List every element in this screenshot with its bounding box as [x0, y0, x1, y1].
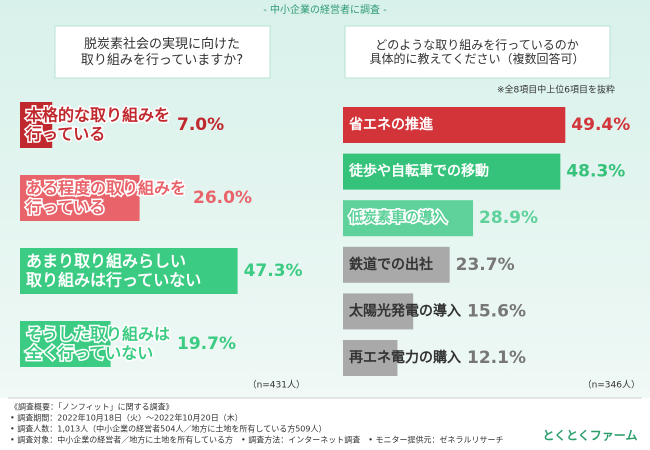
question-box — [54, 25, 271, 79]
footer-line: • 調査人数：1,013人（中小企業の経営者504人／地方に土地を所有している方… — [10, 424, 326, 434]
value-label: 19.7% — [177, 334, 236, 354]
footer: 《調査概要：「ノンフィット」に関する調査》• 調査期間：2022年10月18日（… — [10, 402, 504, 445]
bar — [343, 107, 566, 143]
bar — [20, 102, 53, 148]
category-label: 徒歩や自転車での移動 — [348, 163, 489, 180]
note: （n=346人） — [583, 380, 640, 391]
value-label: 12.1% — [467, 348, 526, 368]
category-label: 太陽光発電の導入 — [349, 302, 461, 319]
category-label: そうした取り組みは全く行っていない — [25, 324, 170, 362]
category-label: 省エネの推進 — [348, 116, 433, 133]
category-label: あまり取り組みらしい取り組みは行っていない — [26, 251, 201, 289]
bar — [343, 153, 561, 190]
value-label: 49.4% — [571, 115, 630, 135]
bar — [20, 248, 238, 294]
bar — [20, 321, 111, 367]
footer-line: • 調査対象：中小企業の経営者／地方に土地を所有している方 • 調査方法：インタ… — [10, 435, 504, 445]
chart-title: 脱炭素社会の実現に向けた取り組みを行っていますか? — [81, 36, 243, 68]
bar — [343, 340, 398, 376]
chart-title: どのような取り組みを行っているのか具体的に教えてください（複数回答可） — [369, 37, 584, 65]
category-label: 鉄道での出社 — [349, 256, 433, 273]
value-label: 15.6% — [467, 301, 526, 321]
value-label: 23.7% — [456, 255, 515, 275]
subtitle: ※全8項目中上位6項目を抜粋 — [497, 84, 615, 96]
bar — [343, 293, 414, 330]
note: （n=431人） — [248, 380, 305, 391]
bar — [343, 200, 474, 237]
value-label: 7.0% — [177, 115, 224, 135]
footer-line: 《調査概要：「ノンフィット」に関する調査》 — [10, 402, 174, 412]
category-label: ある程度の取り組みを行っている — [25, 178, 186, 216]
value-label: 47.3% — [244, 261, 303, 281]
bar — [343, 246, 450, 283]
footer-bg — [0, 398, 650, 450]
value-label: 28.9% — [479, 208, 538, 228]
logo: とくとくファーム — [543, 429, 638, 443]
value-label: 48.3% — [566, 162, 625, 182]
category-label: 低炭素車の導入 — [348, 209, 447, 226]
category-label: 再エネ電力の購入 — [349, 349, 461, 366]
header: - 中小企業の経営者に調査 - — [263, 3, 387, 16]
footer-line: • 調査期間：2022年10月18日（火）～2022年10月20日（木） — [10, 413, 243, 423]
question-box — [344, 25, 611, 79]
bar — [20, 175, 140, 221]
category-label: 本格的な取り組みを行っている — [25, 105, 170, 143]
value-label: 26.0% — [193, 188, 252, 208]
